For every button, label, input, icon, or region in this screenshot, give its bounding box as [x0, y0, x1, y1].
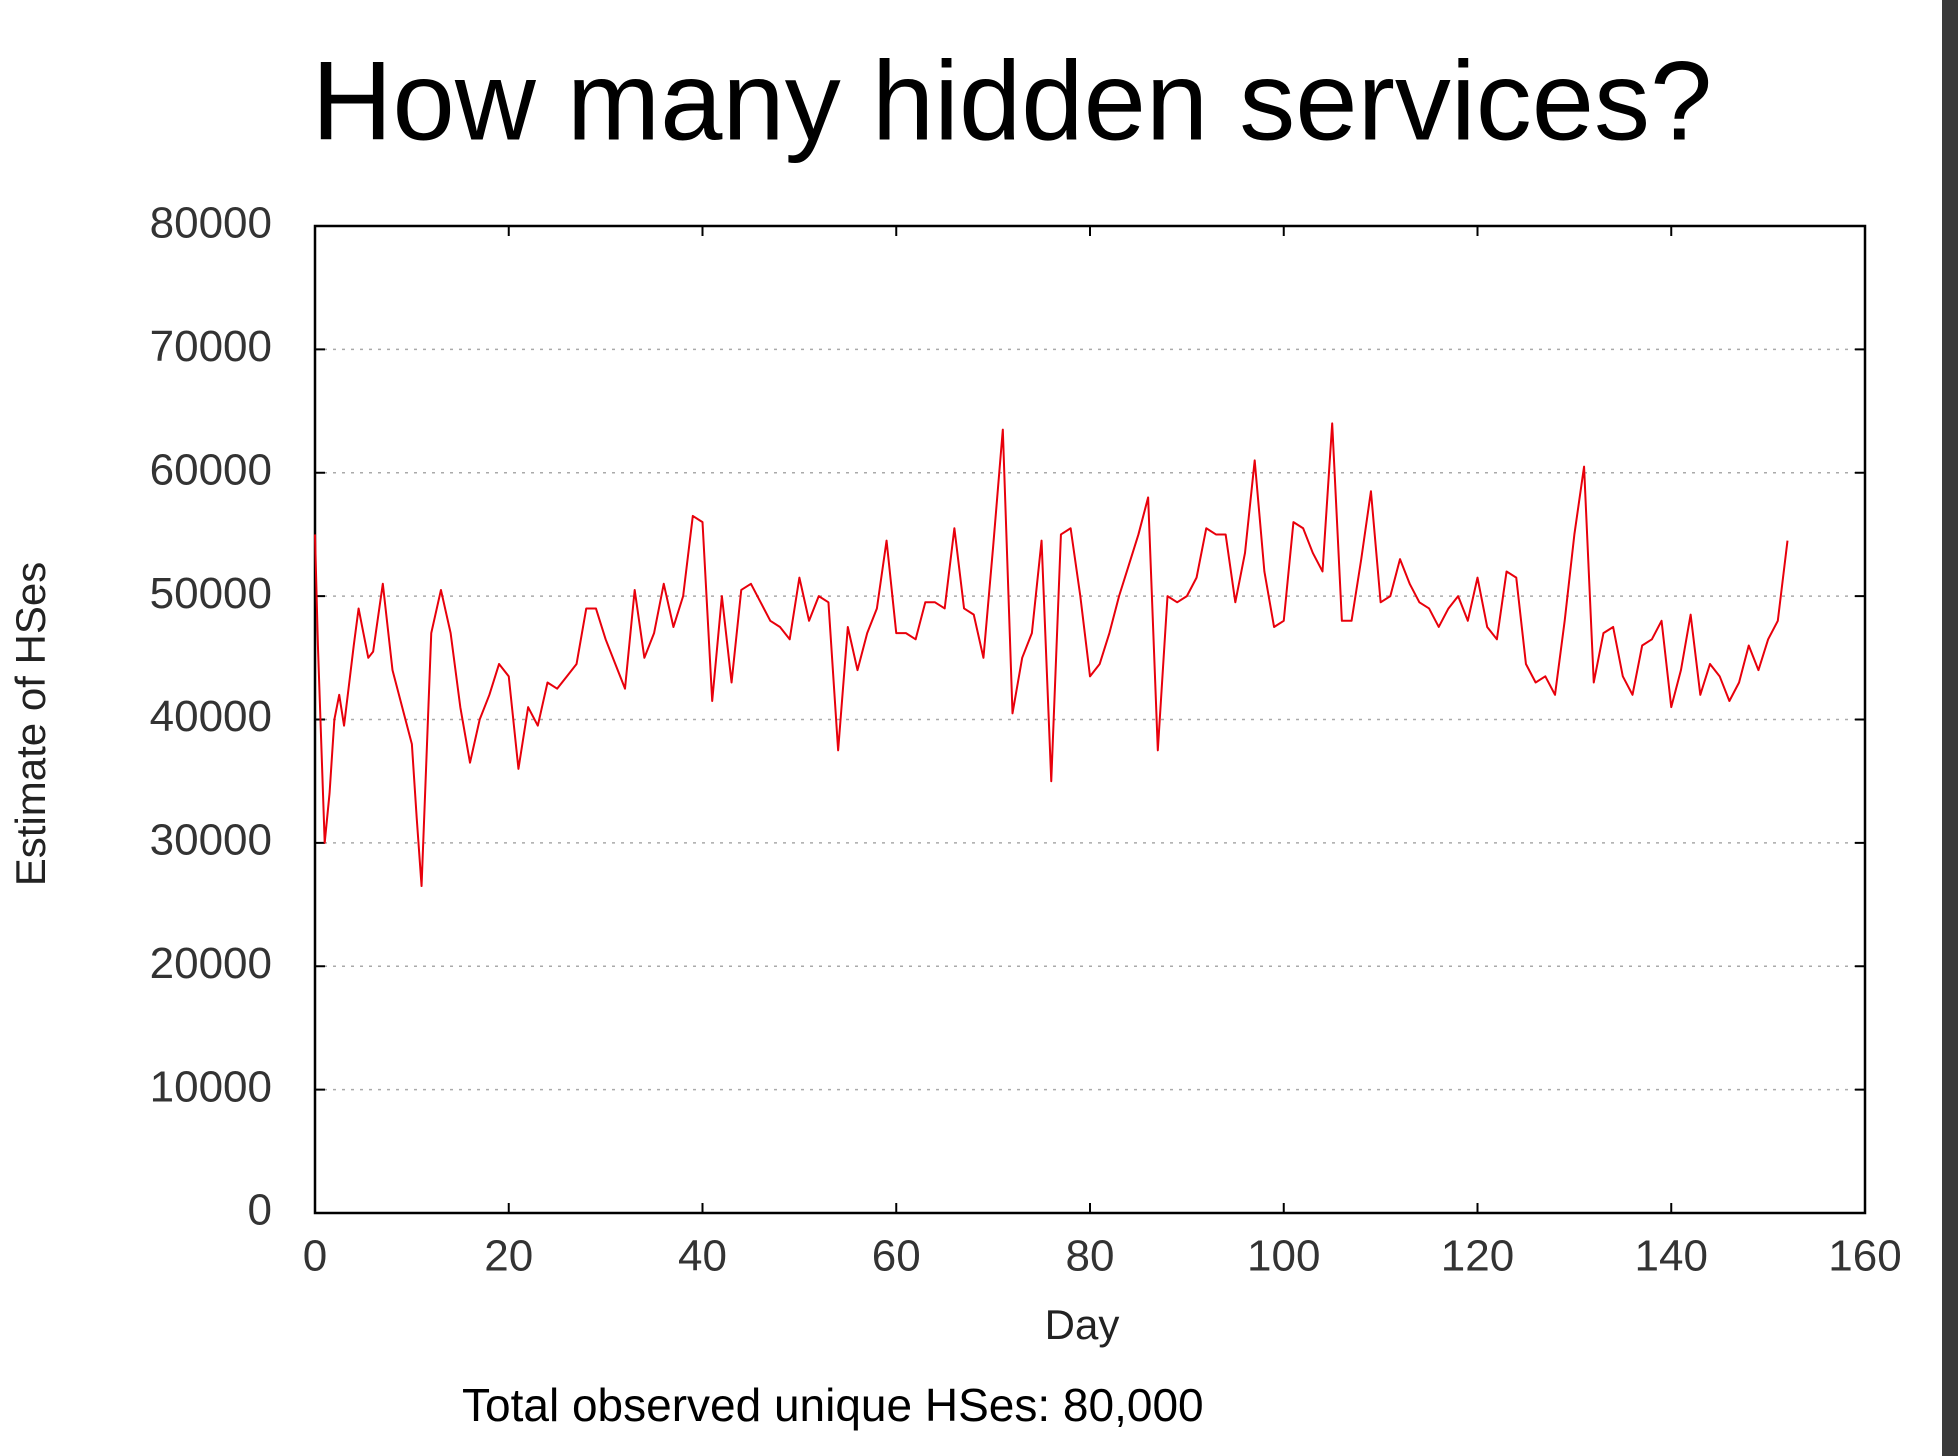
- x-tick-label: 120: [1441, 1232, 1514, 1281]
- x-tick-label: 80: [1066, 1232, 1115, 1281]
- y-tick-label: 60000: [150, 445, 272, 494]
- x-tick-label: 140: [1635, 1232, 1708, 1281]
- x-tick-label: 0: [303, 1232, 327, 1281]
- footnote: Total observed unique HSes: 80,000: [462, 1379, 1204, 1431]
- y-tick-label: 30000: [150, 816, 272, 865]
- y-tick-label: 20000: [150, 939, 272, 988]
- y-tick-label: 40000: [150, 692, 272, 741]
- data-line: [314, 422, 1789, 888]
- chart-title: How many hidden services?: [312, 39, 1713, 164]
- plot-frame: [313, 224, 1867, 1215]
- x-tick-label: 40: [678, 1232, 727, 1281]
- x-tick-label: 60: [872, 1232, 921, 1281]
- y-tick-label: 0: [248, 1186, 272, 1235]
- y-tick-label: 80000: [150, 199, 272, 248]
- x-tick-label: 20: [484, 1232, 533, 1281]
- x-tick-label: 100: [1247, 1232, 1320, 1281]
- y-tick-label: 50000: [150, 569, 272, 618]
- y-axis-label: Estimate of HSes: [7, 562, 54, 886]
- y-tick-label: 10000: [150, 1062, 272, 1111]
- x-tick-label: 160: [1828, 1232, 1901, 1281]
- y-tick-label: 70000: [150, 322, 272, 371]
- slide-edge: [1942, 0, 1958, 1456]
- x-axis-label: Day: [1045, 1301, 1120, 1348]
